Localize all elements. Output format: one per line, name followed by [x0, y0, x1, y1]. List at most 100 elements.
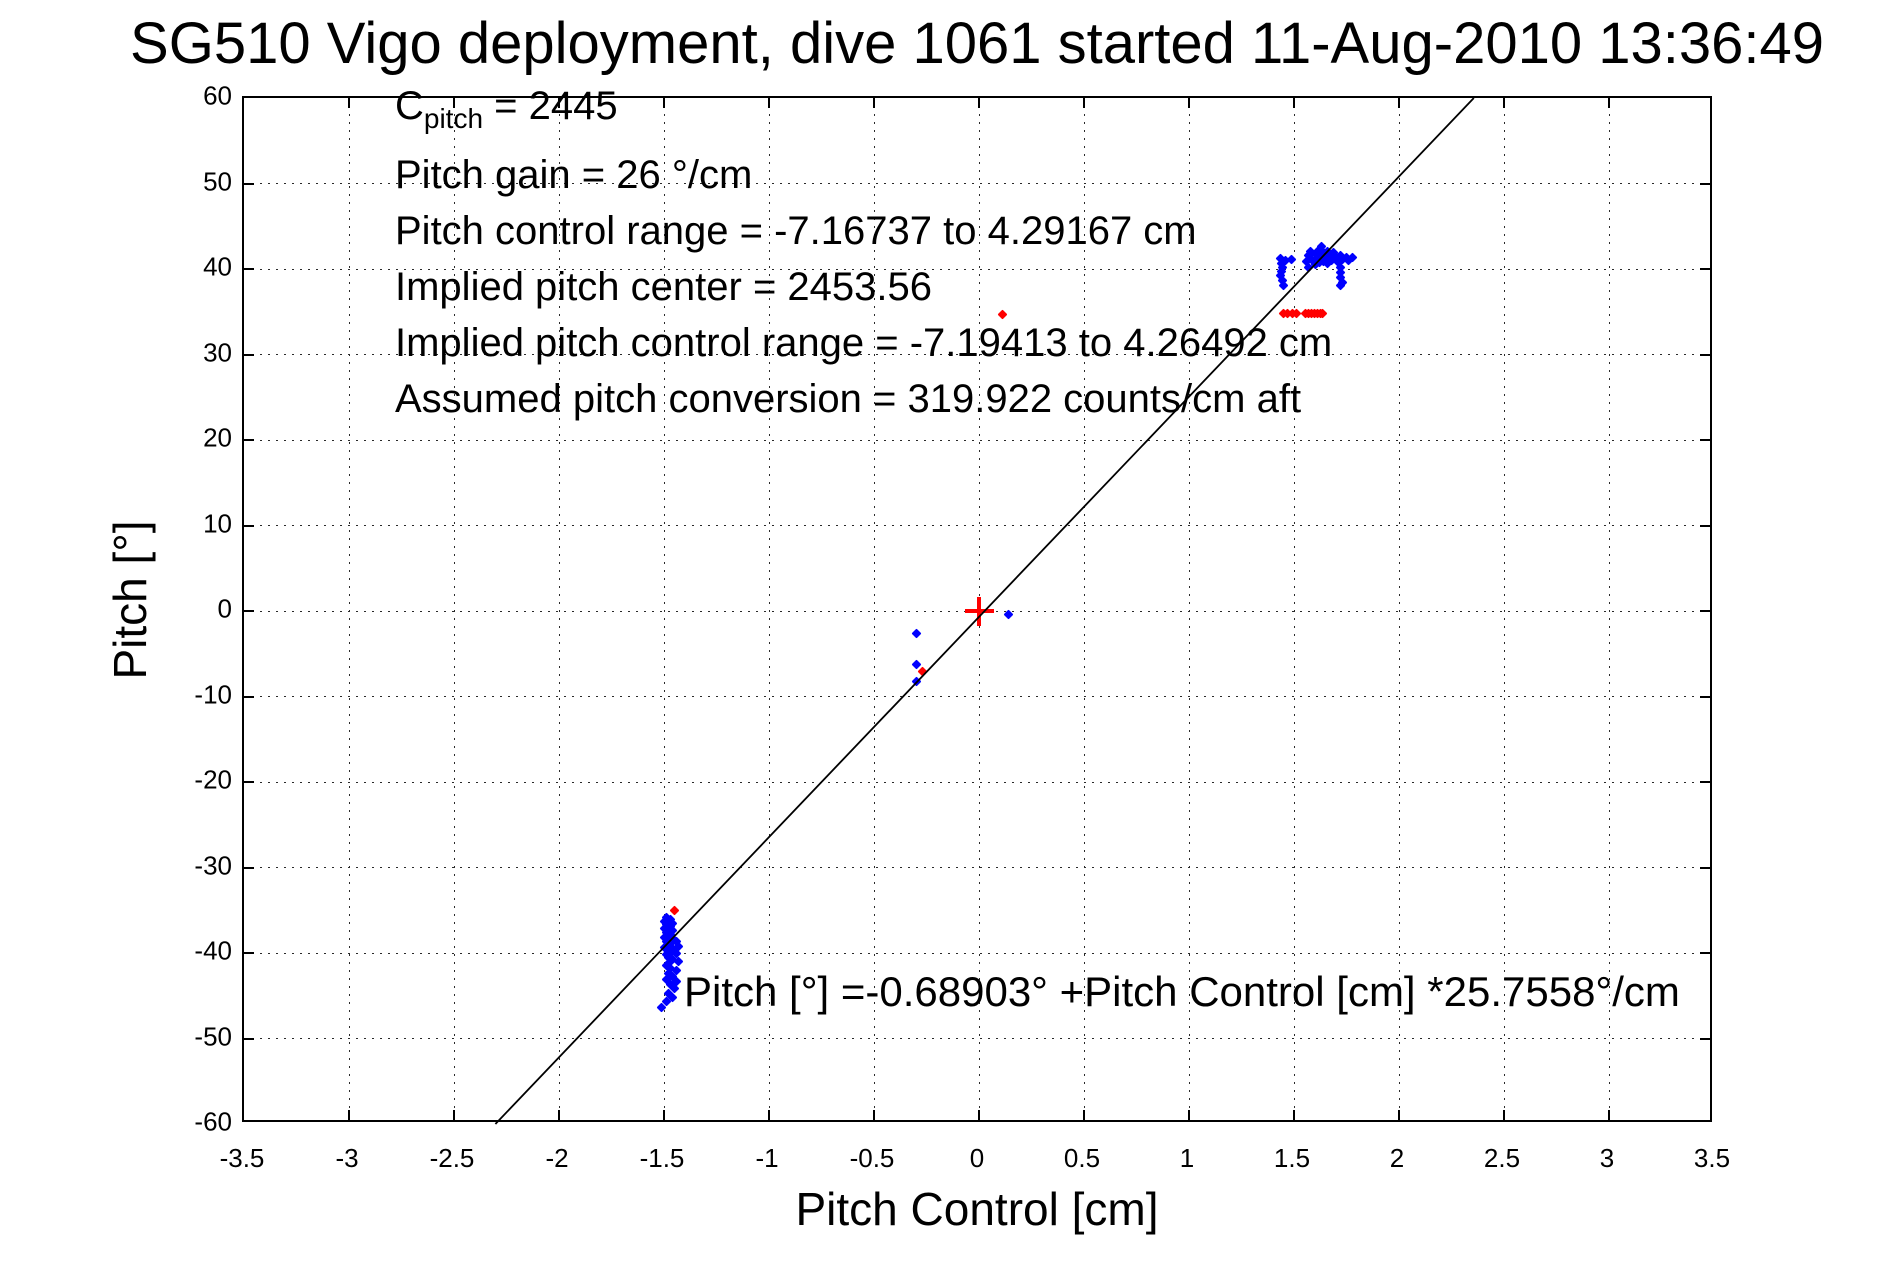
x-gridline	[663, 98, 665, 1120]
plot-area	[242, 96, 1712, 1125]
x-gridline	[558, 98, 560, 1120]
x-tick-label: 1	[1179, 1143, 1195, 1173]
y-tick-mark	[1700, 866, 1710, 869]
y-tick-mark	[244, 1037, 254, 1040]
y-tick-mark	[244, 353, 254, 356]
x-gridline	[1188, 98, 1190, 1120]
x-tick-mark	[663, 98, 665, 108]
x-tick-mark	[558, 1110, 560, 1120]
y-tick-mark	[244, 524, 254, 527]
y-tick-label: 20	[203, 422, 232, 453]
y-tick-mark	[1700, 182, 1710, 185]
y-gridline	[244, 696, 1710, 697]
y-tick-mark	[1700, 353, 1710, 356]
x-tick-mark	[1083, 98, 1085, 108]
annotation-implied-pitch-center: Implied pitch center = 2453.56	[395, 265, 933, 309]
x-tick-mark	[1083, 1110, 1085, 1120]
y-gridline	[244, 354, 1710, 355]
y-tick-label: 60	[203, 80, 232, 111]
y-tick-label: -40	[194, 935, 232, 966]
annotation-implied-pitch-control-range: Implied pitch control range = -7.19413 t…	[395, 321, 1333, 365]
y-gridline	[244, 439, 1710, 441]
x-gridline	[1293, 98, 1295, 1120]
y-tick-mark	[244, 952, 254, 954]
y-tick-label: 30	[203, 337, 232, 367]
y-tick-mark	[244, 866, 254, 869]
x-tick-mark	[663, 1110, 665, 1120]
y-tick-label: -10	[194, 679, 232, 709]
x-tick-mark	[1503, 98, 1505, 108]
x-gridline	[348, 98, 350, 1120]
annotation-cpitch: Cpitch = 2445	[395, 78, 1332, 147]
y-tick-label: -60	[194, 1106, 232, 1137]
y-tick-mark	[1700, 439, 1710, 441]
y-tick-mark	[1700, 781, 1710, 783]
x-tick-mark	[1188, 98, 1190, 108]
y-tick-label: -20	[194, 764, 232, 795]
x-tick-label: 1.5	[1273, 1143, 1311, 1173]
x-tick-label: 3.5	[1693, 1143, 1731, 1173]
y-tick-mark	[1700, 268, 1710, 270]
y-gridline	[244, 268, 1710, 270]
y-tick-label: 50	[203, 166, 232, 196]
y-gridline	[244, 1038, 1710, 1039]
y-tick-mark	[244, 182, 254, 185]
y-tick-label: -50	[194, 1021, 232, 1051]
x-tick-label: -1.5	[639, 1143, 685, 1173]
fit-equation-text: Pitch [°] =-0.68903° +Pitch Control [cm]…	[684, 968, 1680, 1015]
x-gridline	[1503, 98, 1505, 1120]
y-gridline	[244, 183, 1710, 184]
x-tick-mark	[873, 1110, 875, 1120]
x-tick-mark	[1608, 98, 1610, 108]
x-tick-mark	[978, 98, 980, 108]
y-tick-mark	[1700, 952, 1710, 954]
x-axis-label: Pitch Control [cm]	[795, 1183, 1159, 1235]
x-tick-mark	[1398, 1110, 1400, 1120]
x-tick-mark	[1398, 98, 1400, 108]
y-tick-mark	[1700, 610, 1710, 612]
x-tick-label: -1	[755, 1143, 779, 1173]
annotation-pitch-gain: Pitch gain = 26 °/cm	[395, 153, 753, 197]
y-tick-mark	[1700, 524, 1710, 527]
x-tick-mark	[453, 98, 455, 108]
x-gridline	[768, 98, 770, 1120]
y-tick-mark	[244, 695, 254, 698]
y-tick-mark	[244, 268, 254, 270]
x-tick-mark	[348, 98, 350, 108]
origin-plus-marker	[977, 596, 981, 626]
y-gridline	[244, 781, 1710, 783]
x-tick-label: 2	[1389, 1143, 1405, 1173]
stats-annotation-block: Cpitch = 2445 Pitch gain = 26 °/cm Pitch…	[395, 78, 1332, 427]
y-gridline	[244, 952, 1710, 954]
x-tick-mark	[978, 1110, 980, 1120]
y-tick-mark	[244, 439, 254, 441]
y-tick-mark	[1700, 1037, 1710, 1040]
x-tick-label: 0.5	[1063, 1143, 1101, 1173]
x-tick-mark	[558, 98, 560, 108]
x-tick-label: 3	[1599, 1143, 1615, 1173]
y-tick-mark	[1700, 695, 1710, 698]
y-axis-label: Pitch [°]	[104, 520, 156, 680]
x-tick-mark	[1293, 98, 1295, 108]
annotation-cpitch-base: C	[395, 84, 424, 128]
y-tick-label: 10	[203, 508, 232, 538]
x-tick-label: -2.5	[429, 1143, 475, 1173]
x-tick-mark	[1293, 1110, 1295, 1120]
x-gridline	[1083, 98, 1085, 1120]
annotation-cpitch-rest: = 2445	[483, 84, 618, 128]
y-gridline	[244, 525, 1710, 526]
x-tick-label: 2.5	[1483, 1143, 1521, 1173]
x-gridline	[1398, 98, 1400, 1120]
x-tick-mark	[768, 98, 770, 108]
x-tick-mark	[1608, 1110, 1610, 1120]
x-tick-label: -3	[335, 1143, 359, 1173]
linear-fit-line	[494, 97, 1475, 1125]
annotation-cpitch-sub: pitch	[423, 103, 484, 134]
y-tick-label: 40	[203, 251, 232, 282]
y-tick-label: 0	[217, 593, 232, 624]
y-gridline	[244, 867, 1710, 868]
x-tick-label: -3.5	[219, 1143, 265, 1173]
annotation-assumed-pitch-conversion: Assumed pitch conversion = 319.922 count…	[395, 377, 1302, 421]
y-tick-label: -30	[194, 850, 232, 880]
x-tick-mark	[1188, 1110, 1190, 1120]
